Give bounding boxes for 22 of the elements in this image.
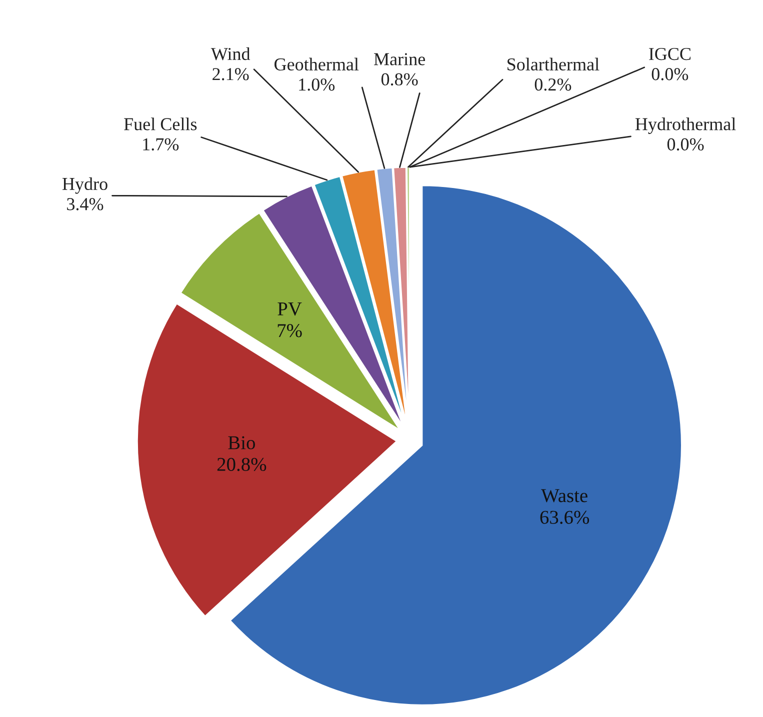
- slice-label: Marine: [374, 53, 426, 66]
- text: 0.0%: [667, 138, 704, 151]
- slice-label: Solarthermal: [508, 58, 600, 70]
- slice-label: Wind: [210, 47, 250, 60]
- slice-label: Fuel Cells: [124, 118, 197, 130]
- category-label: Hydrothermal: [635, 118, 736, 134]
- slice-label: Hydro: [62, 177, 108, 194]
- text: 0.0%: [652, 68, 688, 80]
- slice-label: PV: [278, 302, 302, 316]
- slice-label: Geothermal: [274, 58, 359, 70]
- data-label: 1.0%: [299, 78, 335, 91]
- slice-label: Waste: [541, 489, 588, 502]
- data-label: 3.4%: [67, 198, 104, 210]
- data-label: 20.8%: [217, 458, 266, 472]
- data-label: 0.2%: [534, 78, 572, 91]
- slice-label: Bio: [228, 436, 255, 450]
- data-label: 1.7%: [143, 138, 179, 151]
- category-label: IGCC: [649, 48, 691, 60]
- data-label: 63.6%: [540, 510, 590, 524]
- data-label: 2.1%: [212, 68, 249, 80]
- data-label: 0.8%: [381, 73, 418, 86]
- data-label: 7%: [278, 324, 302, 338]
